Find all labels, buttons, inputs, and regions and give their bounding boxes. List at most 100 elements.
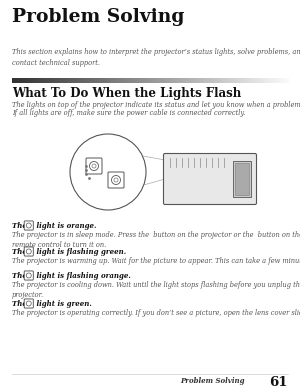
Circle shape [70, 134, 146, 210]
Bar [253, 78, 254, 83]
Text: light is flashing green.: light is flashing green. [34, 248, 127, 256]
Text: light is flashing orange.: light is flashing orange. [34, 272, 131, 280]
Bar [118, 78, 120, 83]
Bar [35, 78, 37, 83]
Bar [225, 78, 227, 83]
Bar [200, 78, 201, 83]
Bar [14, 78, 16, 83]
Bar [172, 78, 174, 83]
Bar [106, 78, 107, 83]
Bar [130, 78, 132, 83]
Bar [115, 78, 116, 83]
Bar [21, 78, 22, 83]
Bar [169, 78, 170, 83]
Bar [55, 78, 57, 83]
Bar [15, 78, 17, 83]
Bar [201, 78, 203, 83]
Bar [129, 78, 130, 83]
Bar [205, 78, 207, 83]
Bar [241, 78, 242, 83]
Bar [255, 78, 256, 83]
Bar [116, 78, 117, 83]
Bar [155, 78, 157, 83]
Text: light is green.: light is green. [34, 300, 92, 308]
Bar [170, 78, 172, 83]
Bar [80, 78, 82, 83]
Bar [83, 78, 84, 83]
Bar [157, 78, 158, 83]
Bar [73, 78, 74, 83]
Bar [108, 78, 110, 83]
Bar [246, 78, 248, 83]
Bar [238, 78, 240, 83]
Bar [75, 78, 76, 83]
Bar [248, 78, 250, 83]
Bar [211, 78, 212, 83]
Bar [117, 78, 118, 83]
Bar [31, 78, 32, 83]
Bar [154, 78, 156, 83]
Bar [218, 78, 220, 83]
Bar [142, 78, 144, 83]
Bar [140, 78, 142, 83]
Bar [148, 78, 149, 83]
Bar [145, 78, 146, 83]
Bar [41, 78, 42, 83]
Bar [87, 78, 89, 83]
FancyBboxPatch shape [164, 154, 256, 205]
Bar [19, 78, 20, 83]
Bar [38, 78, 39, 83]
Bar [166, 78, 167, 83]
Text: light is orange.: light is orange. [34, 222, 97, 230]
Bar [120, 78, 122, 83]
Bar [174, 78, 176, 83]
Bar [237, 78, 239, 83]
Bar [147, 78, 148, 83]
Bar [176, 78, 177, 83]
Bar [173, 78, 175, 83]
Bar [168, 78, 169, 83]
Bar [128, 78, 130, 83]
Bar [233, 161, 251, 197]
Bar [36, 78, 38, 83]
Bar [262, 78, 264, 83]
Bar [239, 78, 241, 83]
Bar [223, 78, 224, 83]
Bar [138, 78, 140, 83]
Bar [150, 78, 152, 83]
Bar [266, 78, 268, 83]
Bar [69, 78, 71, 83]
Bar [126, 78, 127, 83]
Bar [250, 78, 252, 83]
Bar [84, 78, 85, 83]
Bar [76, 78, 78, 83]
Bar [203, 78, 205, 83]
Bar [139, 78, 141, 83]
Bar [186, 78, 188, 83]
Bar [57, 78, 59, 83]
Text: The projector is operating correctly. If you don’t see a picture, open the lens : The projector is operating correctly. If… [12, 309, 300, 317]
Bar [191, 78, 193, 83]
Bar [193, 78, 195, 83]
Bar [72, 78, 73, 83]
Bar [32, 78, 34, 83]
Bar [79, 78, 81, 83]
Bar [190, 78, 191, 83]
Bar [127, 78, 128, 83]
Bar [89, 78, 91, 83]
FancyBboxPatch shape [24, 221, 33, 230]
Bar [121, 78, 123, 83]
Bar [260, 78, 262, 83]
Bar [259, 78, 261, 83]
Bar [184, 78, 186, 83]
Bar [197, 78, 199, 83]
Bar [95, 78, 96, 83]
Bar [210, 78, 211, 83]
Bar [159, 78, 161, 83]
Bar [276, 78, 278, 83]
Bar [216, 78, 218, 83]
Text: Problem Solving: Problem Solving [180, 377, 244, 385]
Bar [61, 78, 62, 83]
Bar [220, 78, 221, 83]
Bar [68, 78, 70, 83]
